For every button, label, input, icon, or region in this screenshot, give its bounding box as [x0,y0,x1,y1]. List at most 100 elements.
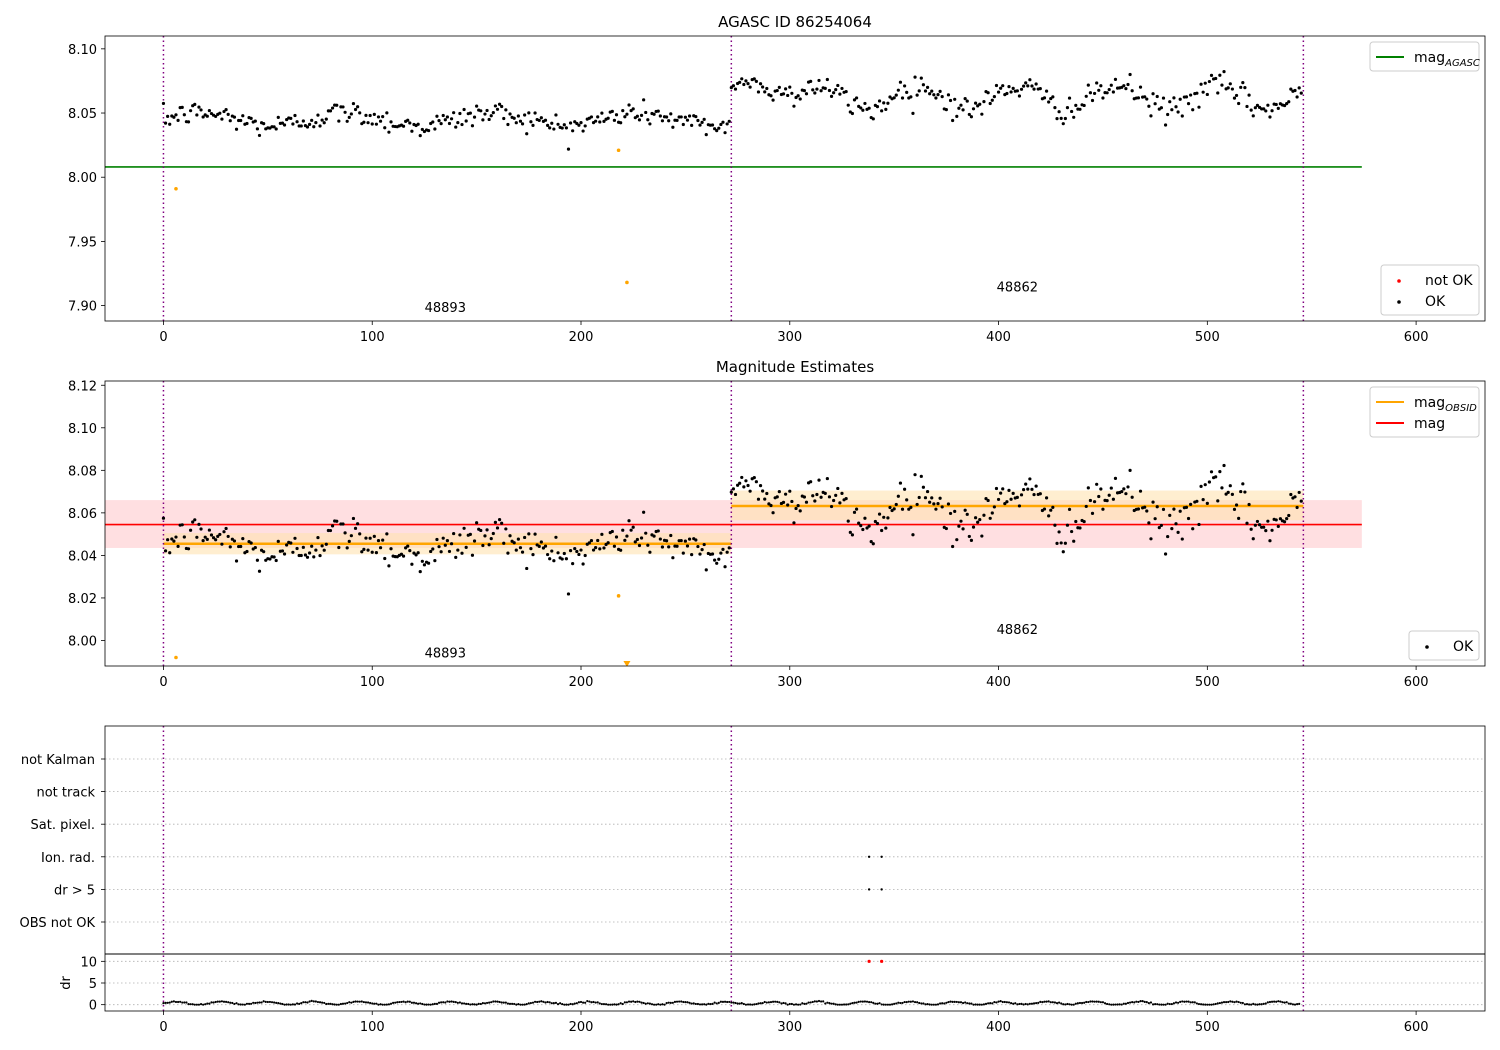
data-point-ok [804,500,809,504]
dr-point [1216,1002,1219,1005]
data-point-ok [550,121,554,125]
dr-point [636,1000,639,1003]
dr-point [1177,1001,1180,1004]
dr-point [1131,1000,1134,1004]
dr-point [254,1001,257,1005]
dr-point [1231,1000,1234,1003]
dr-point [410,1001,413,1004]
dr-point [584,1001,587,1004]
dr-point [957,1001,960,1004]
data-point-ok [877,99,882,103]
dr-point [884,1003,887,1006]
data-point-ok [1228,82,1232,86]
dr-point [1076,1002,1079,1005]
dr-point [815,1000,819,1003]
dr-point [799,1003,802,1006]
data-point-ok [531,553,535,557]
dr-point [270,1001,274,1004]
dr-point [1078,1001,1082,1005]
dr-point [575,1002,578,1005]
dr-point [421,1002,424,1006]
data-point-ok [1007,85,1011,89]
data-point-ok [681,122,685,127]
dr-point [659,1003,662,1006]
dr-point [433,1002,436,1005]
data-point-ok [485,108,489,113]
dr-point [817,999,821,1003]
data-point-ok [1264,109,1268,113]
dr-point [627,1000,631,1003]
data-point-ok [748,85,752,89]
data-point-ok [1047,514,1051,518]
dr-point [469,1003,472,1006]
data-point-ok [341,522,345,526]
data-point-ok [731,487,736,491]
dr-point [323,1001,326,1005]
dr-point [1110,1003,1113,1006]
data-point-ok [577,552,581,557]
dr-point [387,1003,391,1006]
dr-point [700,1003,704,1006]
dr-point [882,1003,885,1006]
data-point-ok [372,112,376,116]
dr-tick-label: 10 [80,955,97,970]
legend-box [1369,386,1480,438]
data-point-ok [859,106,863,110]
dr-point [588,1000,591,1003]
data-point-ok [573,546,577,551]
dr-point [1291,1003,1295,1006]
data-point-ok [556,122,560,126]
dr-point [1285,1001,1288,1004]
data-point-ok [1044,89,1049,93]
data-point-ok [606,541,610,545]
dr-point [1151,1003,1155,1006]
dr-point [335,1003,338,1006]
data-point-ok [435,537,439,542]
data-point-ok [1078,526,1082,530]
data-point-ok [420,559,424,563]
data-point-ok [168,551,172,555]
data-point-ok [696,544,700,549]
data-point-ok [324,542,328,546]
data-point-ok [364,113,368,118]
dr-point [536,1000,539,1004]
dr-point [1168,1002,1171,1006]
dr-point [918,1001,921,1005]
data-point-ok [523,535,527,540]
data-point-ok [771,511,775,515]
dr-point [529,1001,533,1005]
data-point-not-ok [616,148,621,153]
dr-point [531,1001,535,1004]
data-point-ok [228,545,232,549]
dr-point [429,1003,432,1006]
dr-point [1158,1003,1161,1006]
dr-point [834,1003,837,1006]
data-point-ok [1218,470,1222,474]
dr-point [431,1003,434,1006]
data-point-ok [222,530,226,534]
data-point-ok [481,543,485,548]
dr-point [878,1002,881,1005]
data-point-ok [1149,537,1153,541]
dr-point [916,1001,919,1004]
data-point-ok [669,112,673,116]
data-point-ok [301,119,305,123]
dr-point [872,1001,875,1004]
dr-point [1247,1003,1251,1006]
dr-point [533,1000,537,1003]
dr-point [617,1003,620,1006]
dr-point [1195,1002,1198,1005]
dr-point [786,1003,789,1006]
data-point-ok [894,93,898,97]
dr-point [260,1001,263,1004]
data-point-ok [961,108,965,112]
dr-point [442,1001,445,1004]
data-point-ok [990,98,994,102]
dr-point [506,1002,510,1005]
dr-point [723,1000,727,1003]
dr-point [613,1003,616,1006]
data-point-ok [310,118,314,122]
data-point-ok [458,533,462,537]
data-point-ok [1243,490,1247,494]
dr-point [761,1001,764,1005]
